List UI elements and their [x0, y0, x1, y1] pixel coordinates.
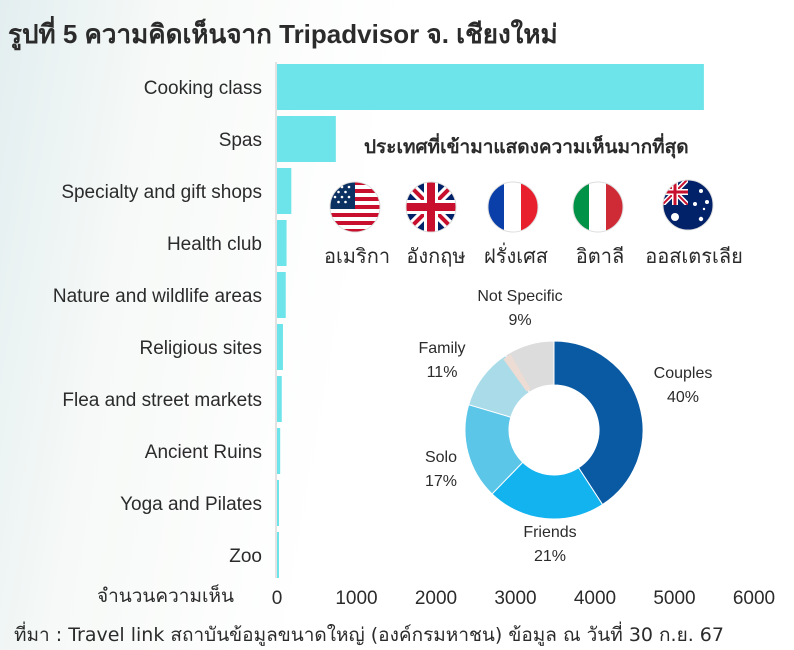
country-name-italy: อิตาลี	[575, 244, 625, 268]
slice-value-label: 17%	[425, 473, 457, 490]
category-label: Cooking class	[144, 78, 262, 99]
slice-value-label: 11%	[427, 364, 458, 381]
page-title: รูปที่ 5 ความคิดเห็นจาก Tripadvisor จ. เ…	[8, 19, 558, 49]
bar-zoo	[277, 532, 279, 578]
uk-flag-icon	[405, 181, 457, 233]
x-axis-title: จำนวนความเห็น	[97, 583, 234, 607]
donut-slice-friends	[491, 461, 604, 520]
x-tick-label: 1000	[335, 588, 377, 609]
australia-flag-icon	[662, 179, 714, 231]
x-tick-label: 4000	[574, 588, 616, 609]
slice-name-label: Couples	[654, 365, 713, 382]
donut-slice-not-specific	[504, 340, 555, 393]
slice-value-label: 40%	[667, 389, 699, 406]
x-tick-label: 5000	[653, 588, 695, 609]
x-tick-label: 3000	[494, 588, 536, 609]
category-label: Specialty and gift shops	[61, 182, 262, 203]
country-name-australia: ออสเตรเลีย	[645, 244, 743, 268]
slice-value-label: 21%	[534, 548, 566, 565]
category-label: Flea and street markets	[62, 390, 262, 411]
bar-religious-sites	[277, 324, 283, 370]
country-name-uk: อังกฤษ	[406, 244, 466, 268]
donut-accent-wedge	[503, 354, 531, 392]
bar-flea-and-street-markets	[277, 376, 282, 422]
category-label: Health club	[167, 234, 262, 255]
bar-cooking-class	[277, 64, 704, 110]
x-tick-label: 2000	[415, 588, 457, 609]
bar-specialty-and-gift-shops	[277, 168, 292, 214]
bar-health-club	[277, 220, 287, 266]
countries-title: ประเทศที่เข้ามาแสดงความเห็นมากที่สุด	[364, 136, 689, 158]
category-label: Spas	[219, 130, 262, 151]
slice-name-label: Not Specific	[477, 288, 562, 305]
country-name-usa: อเมริกา	[323, 244, 391, 268]
slice-value-label: 9%	[508, 312, 531, 329]
slice-name-label: Family	[418, 340, 465, 357]
x-tick-label: 0	[272, 588, 283, 609]
x-tick-label: 6000	[733, 588, 775, 609]
france-flag-icon	[487, 181, 539, 233]
bar-ancient-ruins	[277, 428, 281, 474]
category-label: Yoga and Pilates	[120, 494, 262, 515]
slice-name-label: Friends	[523, 524, 576, 541]
usa-flag-icon	[329, 181, 381, 233]
bar-nature-and-wildlife-areas	[277, 272, 286, 318]
country-name-france: ฝรั่งเศส	[484, 244, 548, 268]
bar-spas	[277, 116, 336, 162]
bar-yoga-and-pilates	[277, 480, 279, 526]
category-label: Nature and wildlife areas	[53, 286, 262, 307]
category-label: Ancient Ruins	[145, 442, 262, 463]
italy-flag-icon	[572, 181, 624, 233]
donut-slice-couples	[553, 340, 644, 506]
slice-name-label: Solo	[425, 449, 457, 466]
source-note: ที่มา : Travel link สถาบันข้อมูลขนาดใหญ่…	[14, 624, 724, 646]
category-label: Religious sites	[140, 338, 263, 359]
category-label: Zoo	[229, 546, 262, 567]
